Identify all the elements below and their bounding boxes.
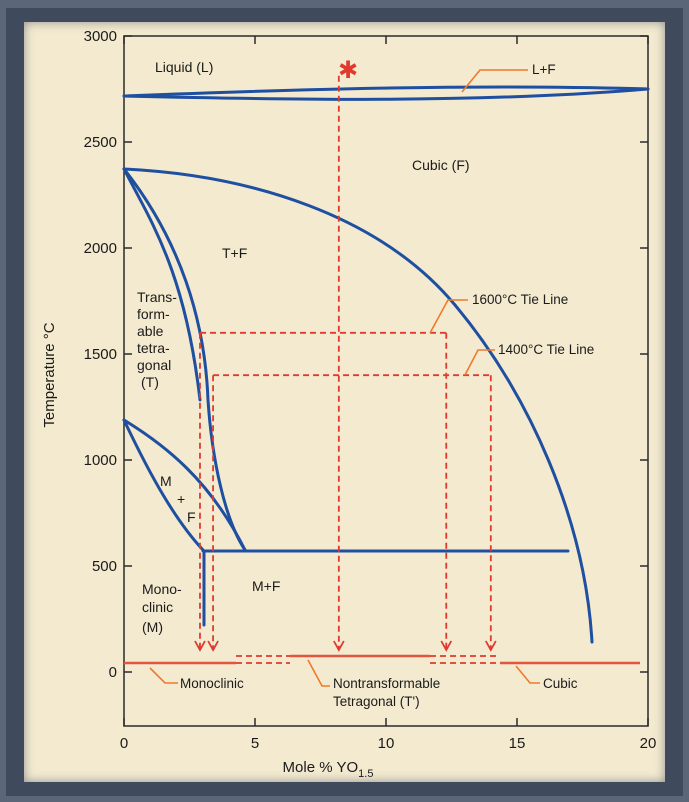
- y-tick-label: 1500: [84, 346, 117, 363]
- x-tick-label: 15: [509, 735, 526, 752]
- x-tick-label: 10: [378, 735, 395, 752]
- leader-tie1600: [429, 299, 468, 334]
- liquidus-band-upper: [122, 85, 650, 98]
- callout-tie1600: 1600°C Tie Line: [472, 292, 568, 307]
- quench-arrowhead: [333, 640, 345, 652]
- leader-cubic: [515, 665, 540, 684]
- y-axis-label: Temperature °C: [41, 322, 58, 427]
- liquidus-band-lower: [122, 87, 650, 101]
- region-cubic: Cubic (F): [412, 157, 470, 173]
- leader-monoclinic: [149, 667, 178, 684]
- cubic-boundary-curve: [122, 167, 594, 644]
- tetragonal-boundary-curve: [122, 167, 247, 552]
- quench-arrowhead: [440, 640, 453, 652]
- monoclinic-upper-curve: [122, 418, 247, 552]
- y-tick-label: 3000: [84, 28, 117, 45]
- quench-arrowhead: [194, 640, 206, 652]
- quench-start-marker: ✱: [338, 56, 358, 84]
- x-tick-label: 5: [251, 735, 259, 752]
- callout-cubic: Cubic: [543, 676, 578, 691]
- callout-monoclinic: Monoclinic: [180, 676, 244, 691]
- callout-lf: L+F: [532, 62, 556, 77]
- region-transformable: Trans- form- able tetra- gonal (T): [137, 289, 181, 390]
- y-tick-label: 2500: [84, 134, 117, 151]
- callout-tie1400: 1400°C Tie Line: [498, 342, 594, 357]
- leader-lf: [461, 69, 528, 93]
- y-tick-label: 500: [92, 558, 117, 575]
- region-monoclinic: Mono- clinic (M): [142, 581, 186, 635]
- leader-nontransformable: [307, 659, 330, 687]
- quench-arrowhead: [485, 640, 497, 652]
- callout-nontransformable: Nontransformable Tetragonal (T'): [333, 676, 444, 709]
- x-tick-label: 20: [640, 735, 657, 752]
- tf-left-boundary-curve: [122, 167, 202, 402]
- monoclinic-lower-curve: [122, 418, 205, 552]
- y-tick-label: 1000: [84, 452, 117, 469]
- x-tick-label: 0: [120, 735, 128, 752]
- x-axis-label: Mole % YO1.5: [283, 759, 374, 780]
- outer-frame: [6, 8, 683, 796]
- region-mf: M+F: [252, 578, 280, 594]
- region-liquid: Liquid (L): [155, 59, 213, 75]
- region-mf-small: M + F: [160, 473, 196, 525]
- leader-tie1400: [464, 349, 495, 376]
- y-tick-label: 0: [109, 664, 117, 681]
- region-tf: T+F: [222, 245, 247, 261]
- quench-arrowhead: [207, 640, 219, 652]
- y-tick-label: 2000: [84, 240, 117, 257]
